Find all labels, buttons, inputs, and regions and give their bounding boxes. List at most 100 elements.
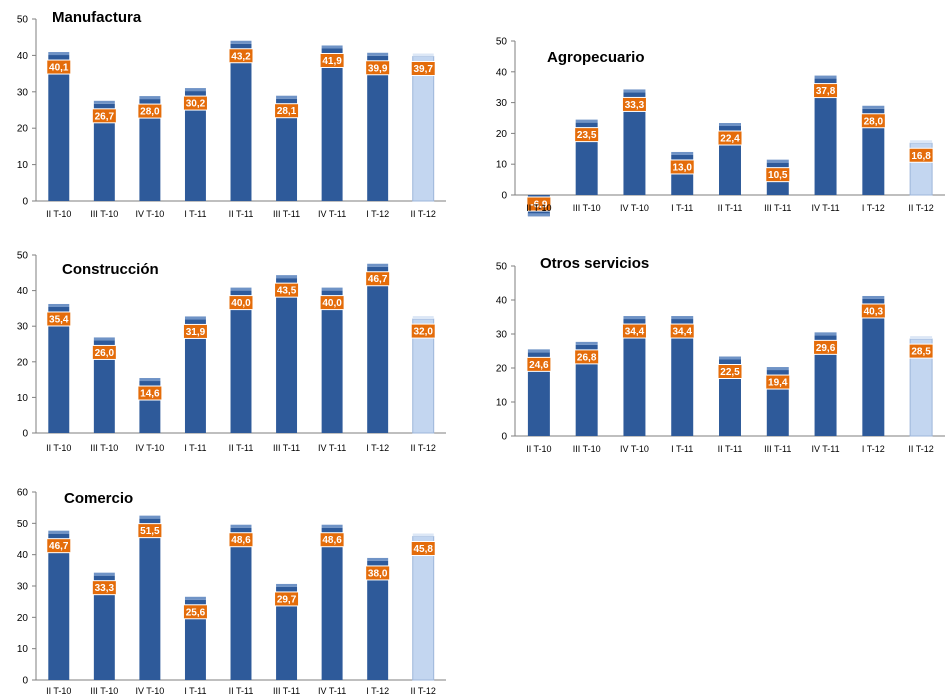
- bar-top: [527, 349, 550, 353]
- bar: [276, 586, 298, 680]
- data-label-box: [137, 103, 163, 119]
- bar-top: [184, 316, 206, 320]
- data-label: 32,0: [413, 327, 433, 338]
- data-label: -6,9: [530, 200, 548, 211]
- data-label: 40,3: [864, 306, 884, 317]
- category-label: II T-11: [718, 203, 743, 213]
- chart-otros-servicios: Otros servicios 0 10 20 30 40 50 24,6 II T-10 26,…: [485, 250, 945, 460]
- y-tick-label: 10: [17, 644, 29, 655]
- data-label: 28,1: [277, 106, 297, 117]
- bar: [814, 78, 837, 195]
- chart-manufactura-svg: Manufactura 0 10 20 30 40 50 40,1 II T-10 26,7 III…: [17, 9, 446, 219]
- data-label-box: [765, 374, 791, 390]
- bar-top: [910, 336, 933, 340]
- bar-top: [48, 303, 70, 307]
- bar-top: [321, 524, 343, 528]
- bar-top: [367, 52, 389, 56]
- y-tick-label: 40: [17, 286, 29, 297]
- bar-top: [48, 530, 70, 534]
- data-label: 26,0: [95, 348, 115, 359]
- bar: [321, 290, 343, 433]
- bar: [48, 533, 70, 680]
- bar-top: [910, 140, 933, 144]
- bar: [230, 290, 252, 433]
- category-label: II T-12: [908, 203, 933, 213]
- bar-top: [93, 100, 115, 104]
- category-label: I T-11: [184, 443, 206, 453]
- bar-top: [623, 89, 646, 93]
- data-label-box: [765, 167, 791, 183]
- data-label-box: [228, 532, 254, 548]
- data-label: 43,5: [277, 286, 297, 297]
- data-label: 34,4: [625, 327, 645, 338]
- data-label-box: [574, 127, 600, 143]
- y-tick-label: 40: [17, 550, 29, 561]
- y-tick-label: 50: [496, 37, 508, 48]
- data-label: 40,0: [322, 298, 342, 309]
- y-tick-label: 10: [496, 160, 508, 171]
- bar: [184, 91, 206, 201]
- data-label-box: [319, 295, 345, 311]
- category-label: III T-11: [764, 203, 791, 213]
- data-label: 48,6: [231, 535, 251, 546]
- bar-top: [671, 151, 694, 155]
- y-tick-label: 0: [22, 676, 28, 687]
- category-label: III T-10: [90, 209, 118, 219]
- data-label: 46,7: [49, 541, 69, 552]
- bar: [93, 340, 115, 433]
- data-label-box: [46, 311, 72, 327]
- data-label: 40,0: [231, 298, 251, 309]
- bar-top: [367, 263, 389, 267]
- category-label: IV T-11: [318, 443, 346, 453]
- data-label-box: [860, 113, 886, 129]
- data-label-box: [526, 196, 552, 212]
- category-label: I T-12: [862, 444, 885, 454]
- bar: [230, 43, 252, 201]
- data-label-box: [274, 282, 300, 298]
- bar: [184, 319, 206, 433]
- bar: [276, 98, 298, 201]
- category-label: II T-10: [526, 203, 551, 213]
- data-label-box: [410, 60, 436, 76]
- category-label: III T-10: [90, 686, 118, 696]
- chart-agropecuario: Agropecuario 0 10 20 30 40 50 -6,9 II T-10 23,5 II…: [485, 30, 945, 230]
- y-tick-label: 20: [496, 364, 508, 375]
- y-tick-label: 40: [17, 51, 29, 62]
- data-label-box: [46, 59, 72, 75]
- bar-top: [48, 52, 70, 56]
- category-label: IV T-10: [135, 686, 164, 696]
- y-tick-label: 10: [17, 160, 29, 171]
- bar: [412, 318, 435, 434]
- bar: [93, 575, 115, 680]
- chart-construccion: Construcción 0 10 20 30 40 50 35,4 II T-10 26,0 II…: [0, 245, 450, 455]
- category-label: II T-11: [718, 444, 743, 454]
- data-label: 14,6: [140, 389, 160, 400]
- category-label: IV T-10: [135, 209, 164, 219]
- bar-top: [139, 378, 161, 382]
- data-label: 39,7: [413, 64, 433, 75]
- bar: [814, 335, 837, 436]
- bar-top: [527, 213, 550, 217]
- y-tick-label: 0: [501, 191, 507, 202]
- bar-top: [321, 45, 343, 49]
- bar-top: [719, 356, 741, 360]
- data-label: 26,8: [577, 352, 597, 363]
- bar-top: [412, 316, 434, 320]
- y-tick-label: 30: [496, 330, 508, 341]
- data-label: 28,5: [911, 347, 931, 358]
- category-label: III T-11: [273, 686, 300, 696]
- bar-top: [184, 596, 206, 600]
- bar: [575, 344, 598, 436]
- y-tick-label: 50: [17, 519, 29, 530]
- category-label: I T-12: [366, 443, 389, 453]
- y-tick-label: 20: [17, 357, 29, 368]
- category-label: III T-10: [573, 444, 601, 454]
- data-label: 26,7: [95, 111, 115, 122]
- category-label: II T-11: [229, 209, 254, 219]
- data-label-box: [526, 356, 552, 372]
- category-label: III T-10: [573, 203, 601, 213]
- bar: [527, 352, 550, 436]
- data-label: 33,3: [95, 583, 115, 594]
- bar: [276, 278, 298, 433]
- data-label-box: [91, 580, 117, 596]
